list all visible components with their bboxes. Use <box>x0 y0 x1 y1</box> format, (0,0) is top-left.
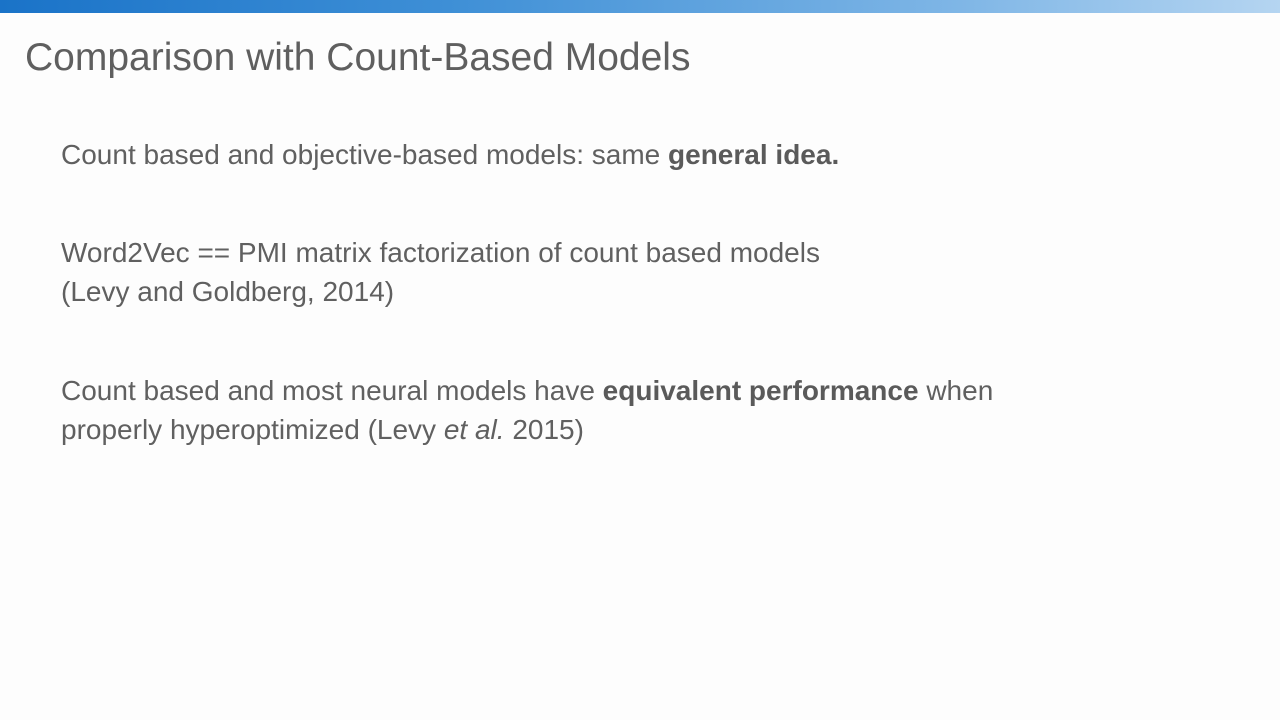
bullet-emphasis: general idea. <box>668 139 840 170</box>
bullet-text: Count based and objective-based models: … <box>61 139 669 170</box>
bullet-text: properly hyperoptimized (Levy <box>61 414 444 445</box>
bullet-text: 2015) <box>504 414 584 445</box>
bullet-citation: (Levy and Goldberg, 2014) <box>61 276 395 307</box>
bullet-item: Word2Vec == PMI matrix factorization of … <box>61 233 820 311</box>
bullet-text: when <box>918 375 994 406</box>
bullet-item: Count based and most neural models have … <box>61 371 993 449</box>
bullet-text: Count based and most neural models have <box>61 375 603 406</box>
bullet-italic: et al. <box>443 414 505 445</box>
slide-title: Comparison with Count-Based Models <box>25 36 691 79</box>
bullet-item: Count based and objective-based models: … <box>61 135 839 174</box>
bullet-text: Word2Vec == PMI matrix factorization of … <box>61 237 820 268</box>
accent-bar <box>0 0 1280 13</box>
bullet-emphasis: equivalent performance <box>602 375 919 406</box>
